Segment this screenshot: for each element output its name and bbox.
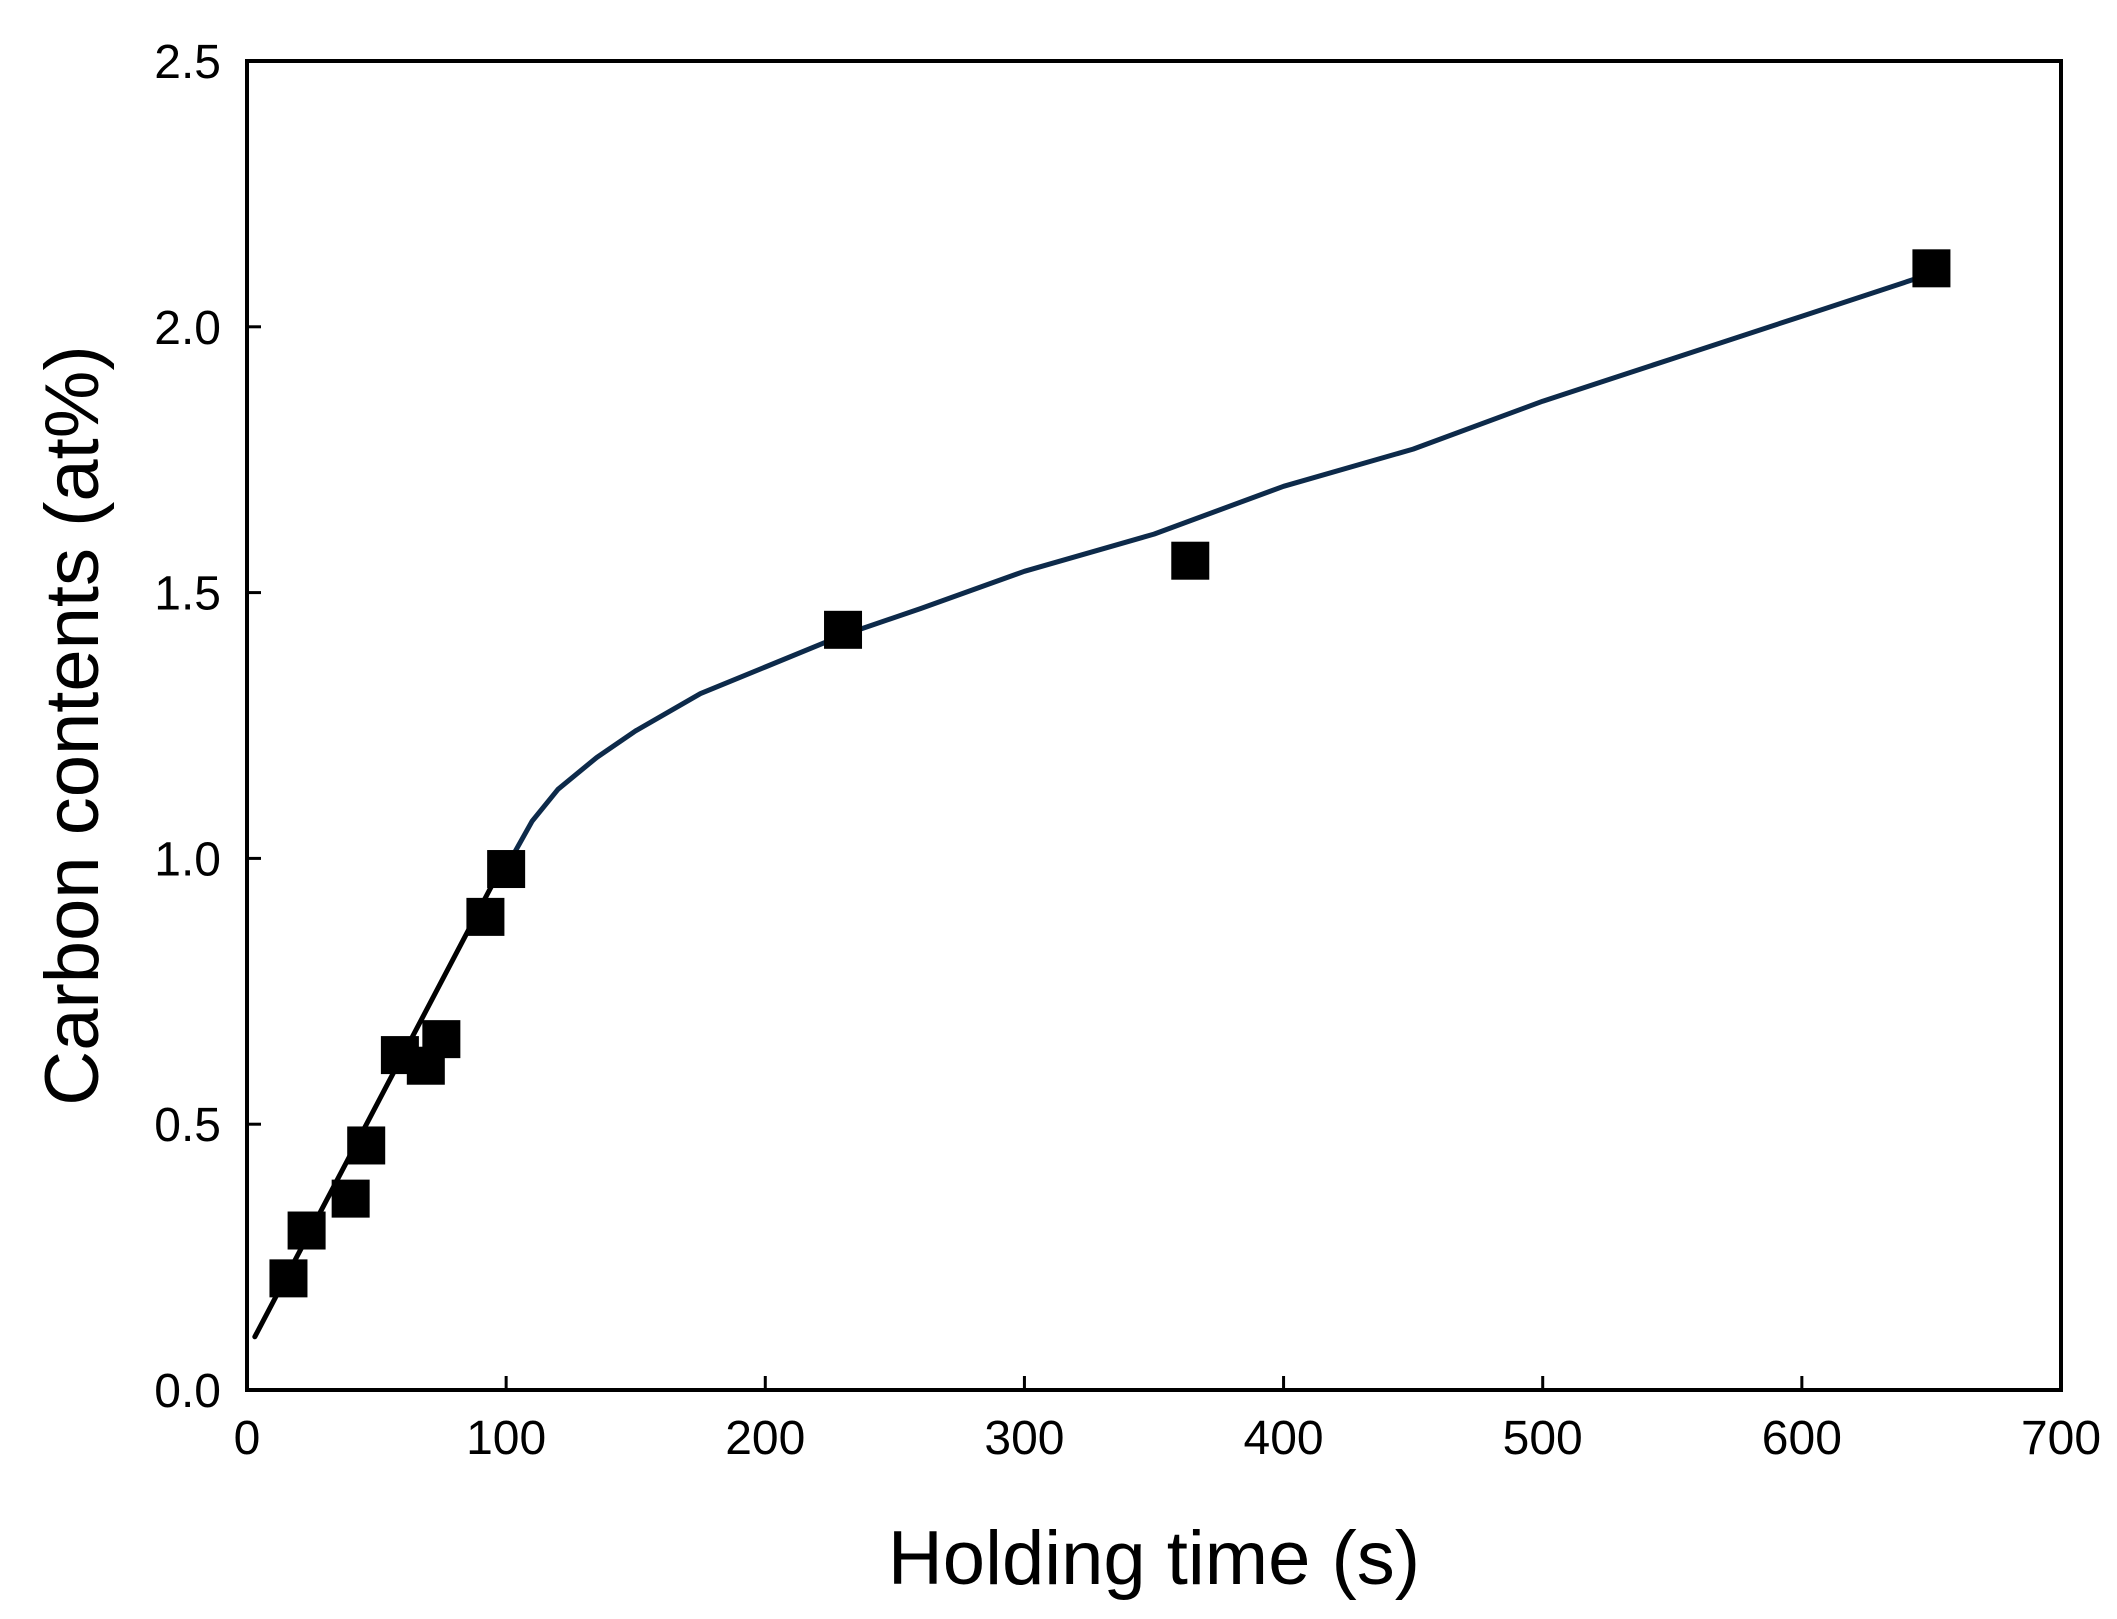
data-point bbox=[422, 1020, 461, 1059]
fit-line-1 bbox=[252, 855, 509, 1340]
x-tick-label: 600 bbox=[1762, 1412, 1842, 1465]
fit-line-2 bbox=[508, 271, 1934, 861]
x-tick-label: 400 bbox=[1244, 1412, 1324, 1465]
x-tick-label: 500 bbox=[1503, 1412, 1583, 1465]
data-point bbox=[1912, 249, 1951, 288]
y-tick-label: 2.0 bbox=[154, 302, 221, 355]
x-tick-label: 100 bbox=[466, 1412, 546, 1465]
y-tick-label: 1.0 bbox=[154, 833, 221, 886]
data-point bbox=[466, 897, 505, 936]
x-tick-label: 0 bbox=[234, 1412, 261, 1465]
data-point bbox=[824, 610, 863, 649]
data-point bbox=[287, 1211, 326, 1250]
y-tick-label: 0.0 bbox=[154, 1365, 221, 1418]
x-axis-title: Holding time (s) bbox=[888, 1516, 1420, 1601]
y-tick-label: 0.5 bbox=[154, 1099, 221, 1152]
data-point bbox=[269, 1259, 308, 1298]
data-point bbox=[1171, 541, 1210, 580]
data-point bbox=[347, 1126, 386, 1165]
y-axis-title: Carbon contents (at%) bbox=[30, 345, 115, 1105]
data-point bbox=[331, 1179, 370, 1218]
y-tick-label: 2.5 bbox=[154, 36, 221, 89]
x-tick-label: 200 bbox=[725, 1412, 805, 1465]
data-point bbox=[487, 850, 526, 889]
x-tick-label: 300 bbox=[984, 1412, 1064, 1465]
ticks-layer: 0 100 200 300 400 500 600 700 0.0 0.5 1.0 1.5 2.0 2.5 bbox=[154, 36, 2101, 1465]
plot-frame bbox=[245, 59, 2063, 1392]
y-tick-label: 1.5 bbox=[154, 568, 221, 621]
series-layer bbox=[252, 249, 1951, 1340]
x-tick-label: 700 bbox=[2021, 1412, 2101, 1465]
